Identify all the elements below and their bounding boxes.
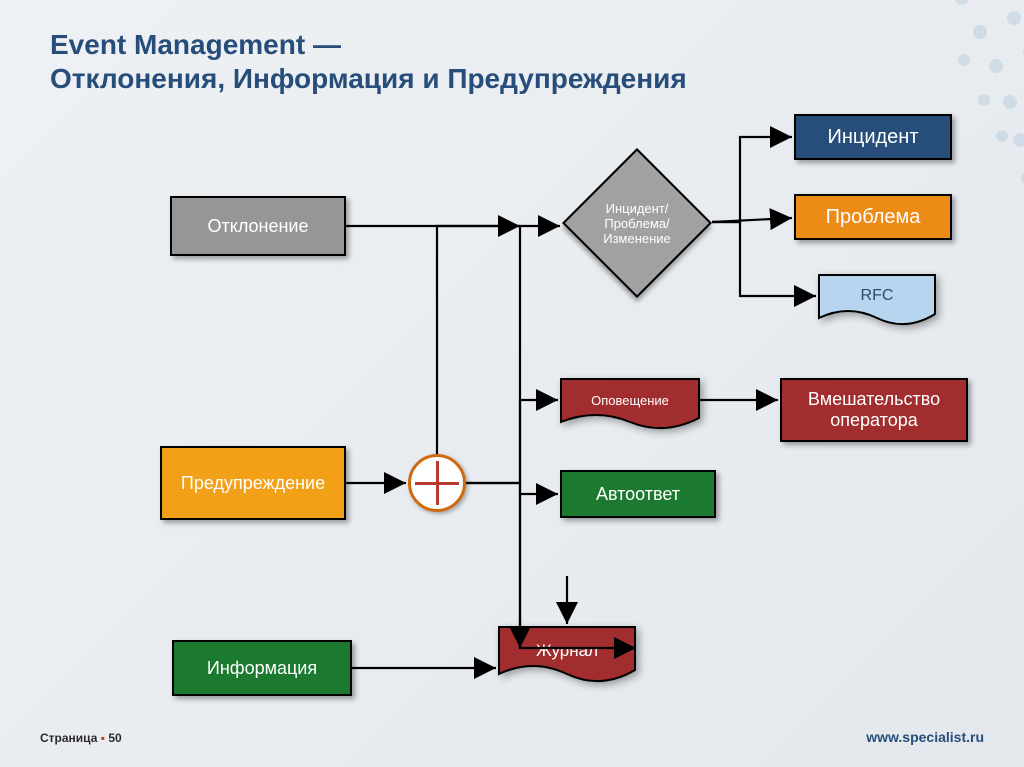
node-deviation: Отклонение — [170, 196, 346, 256]
node-alert: Оповещение — [560, 378, 700, 434]
node-incident-label: Инцидент — [827, 126, 918, 149]
gateway-xor — [408, 454, 466, 512]
footer-site: www.specialist.ru — [866, 729, 984, 745]
node-autoreply: Автоответ — [560, 470, 716, 518]
diagram-canvas: Отклонение Инцидент/ Проблема/ Изменение… — [0, 0, 1024, 767]
node-decision: Инцидент/ Проблема/ Изменение — [562, 148, 712, 298]
node-rfc-label: RFC — [861, 287, 894, 305]
node-problem-label: Проблема — [826, 206, 921, 229]
node-autoreply-label: Автоответ — [596, 484, 680, 505]
node-decision-label: Инцидент/ Проблема/ Изменение — [562, 148, 712, 298]
node-alert-label: Оповещение — [591, 393, 669, 408]
node-intervention: Вмешательство оператора — [780, 378, 968, 442]
footer-page: Страница ▪ 50 — [40, 731, 122, 745]
node-incident: Инцидент — [794, 114, 952, 160]
node-information: Информация — [172, 640, 352, 696]
node-information-label: Информация — [207, 658, 317, 679]
node-warning: Предупреждение — [160, 446, 346, 520]
node-problem: Проблема — [794, 194, 952, 240]
node-journal: Журнал — [498, 626, 636, 688]
node-warning-label: Предупреждение — [181, 473, 325, 494]
node-intervention-label: Вмешательство оператора — [788, 389, 960, 431]
node-journal-label: Журнал — [536, 641, 598, 661]
node-rfc: RFC — [818, 274, 936, 330]
node-deviation-label: Отклонение — [208, 216, 309, 237]
